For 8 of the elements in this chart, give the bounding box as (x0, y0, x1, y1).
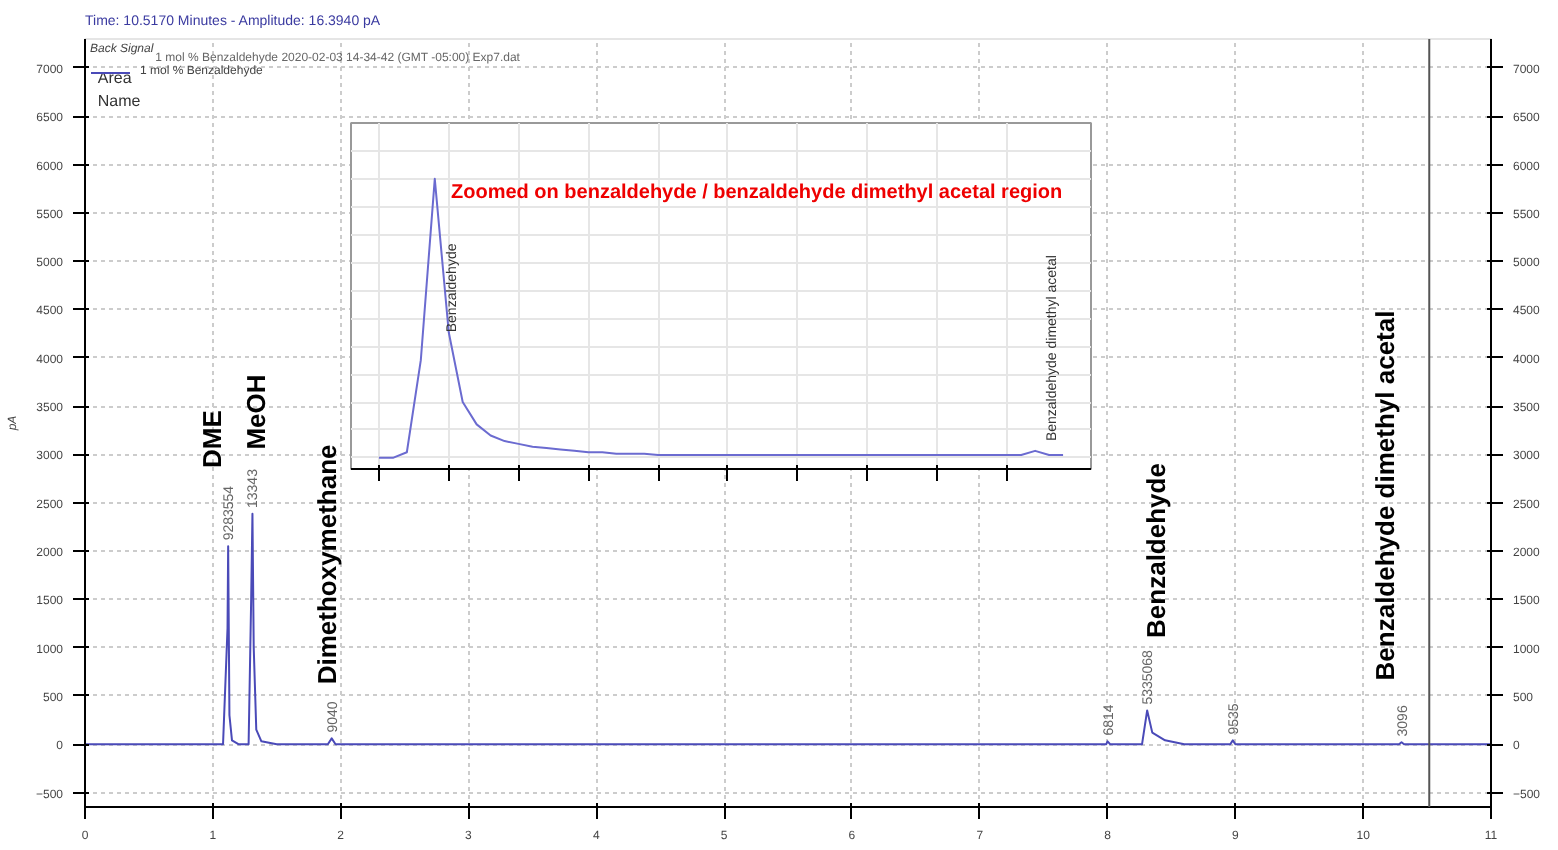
annotation: Benzaldehyde dimethyl acetal (1369, 310, 1400, 681)
annotation: Benzaldehyde (1141, 463, 1172, 638)
annotation: MeOH (241, 374, 272, 450)
annotation: DME (196, 409, 227, 468)
annotation: Dimethoxymethane (311, 444, 342, 685)
annotation: Name (97, 92, 142, 111)
annotation: Area (97, 69, 133, 88)
annotation: Zoomed on benzaldehyde / benzaldehyde dimethyl acetal region (451, 181, 1063, 204)
